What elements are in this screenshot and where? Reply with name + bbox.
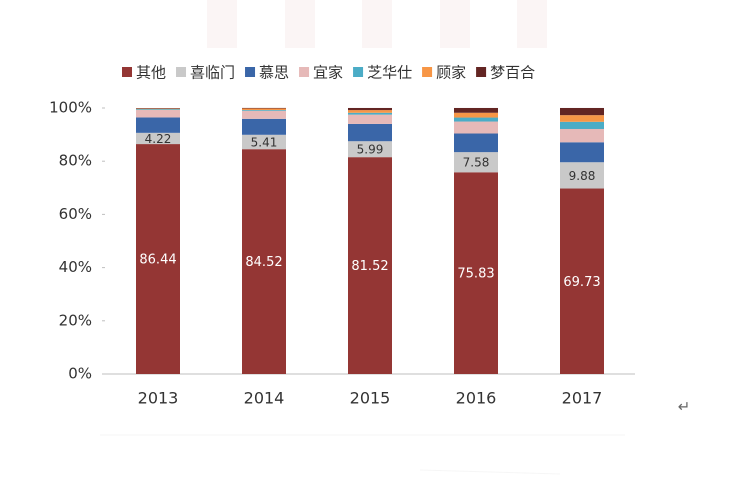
bar-segment <box>136 132 180 145</box>
faded-bar <box>207 0 237 48</box>
faded-line <box>419 469 561 475</box>
x-tick-label: 2015 <box>350 389 391 408</box>
legend-label: 其他 <box>136 64 166 82</box>
bar-segment <box>242 110 286 111</box>
bar-segment <box>348 112 392 115</box>
bar-segment <box>136 109 180 110</box>
bar-segment <box>454 112 498 118</box>
data-label: 84.52 <box>245 255 282 270</box>
bar-segment <box>348 157 392 374</box>
data-label: 4.22 <box>145 132 172 146</box>
y-tick-label: 60% <box>59 205 92 223</box>
legend-swatch <box>122 67 132 77</box>
legend-swatch <box>299 67 310 77</box>
data-label: 5.99 <box>357 143 384 157</box>
bar-segment <box>560 162 604 189</box>
bar-segment <box>242 149 286 374</box>
bar-segment <box>454 117 498 122</box>
bar-segment <box>348 123 392 142</box>
legend-swatch <box>476 67 487 77</box>
bar-segment <box>348 107 392 111</box>
data-label: 7.58 <box>463 156 490 170</box>
y-tick-label: 20% <box>59 311 92 329</box>
bar-segment <box>136 108 180 110</box>
data-label: 9.88 <box>569 169 596 183</box>
bar-segment <box>348 141 392 158</box>
legend-swatch <box>422 67 433 77</box>
bar-segment <box>242 134 286 150</box>
y-tick-label: 40% <box>59 258 92 276</box>
bar-segment <box>454 152 498 173</box>
bar-segment <box>560 128 604 143</box>
faded-bar <box>285 0 315 48</box>
legend-label: 慕思 <box>259 64 289 82</box>
data-label: 86.44 <box>139 253 176 268</box>
bar-segment <box>136 109 180 118</box>
legend-label: 喜临门 <box>190 64 235 82</box>
bar-segment <box>348 110 392 113</box>
legend-label: 芝华仕 <box>367 64 412 82</box>
legend-swatch <box>353 67 364 77</box>
bar-segment <box>454 133 498 153</box>
faded-bar <box>362 0 392 48</box>
bar-segment <box>560 107 604 116</box>
bar-segment <box>348 114 392 124</box>
bar-segment <box>136 144 180 374</box>
legend-label: 顾家 <box>436 64 466 82</box>
bar-segment <box>242 110 286 119</box>
bar-segment <box>242 118 286 135</box>
data-label: 75.83 <box>457 267 494 282</box>
bar-segment <box>242 108 286 111</box>
bar-segment <box>560 188 604 374</box>
bar-segment <box>136 108 180 109</box>
bar-segment <box>454 172 498 374</box>
bar-segment <box>560 142 604 163</box>
x-tick-label: 2013 <box>138 389 179 408</box>
data-label: 81.52 <box>351 259 388 274</box>
data-label: 69.73 <box>563 275 600 290</box>
y-tick-label: 0% <box>68 365 92 383</box>
bar-segment <box>242 107 286 109</box>
faded-bar <box>440 0 470 48</box>
legend-label: 宜家 <box>313 64 343 82</box>
faded-bar <box>517 0 547 48</box>
bar-segment <box>136 117 180 133</box>
data-label: 5.41 <box>251 135 278 149</box>
legend-swatch <box>245 67 256 77</box>
x-tick-label: 2016 <box>456 389 497 408</box>
paragraph-mark: ↵ <box>678 398 691 416</box>
y-tick-label: 100% <box>49 99 92 117</box>
legend-label: 梦百合 <box>490 64 535 82</box>
bar-segment <box>454 107 498 113</box>
bar-segment <box>560 115 604 122</box>
bar-segment <box>454 121 498 134</box>
background-fragments <box>100 0 625 475</box>
bar-segment <box>560 121 604 129</box>
y-tick-label: 80% <box>59 152 92 170</box>
x-tick-label: 2014 <box>244 389 285 408</box>
x-tick-label: 2017 <box>562 389 603 408</box>
legend-swatch <box>176 67 187 77</box>
